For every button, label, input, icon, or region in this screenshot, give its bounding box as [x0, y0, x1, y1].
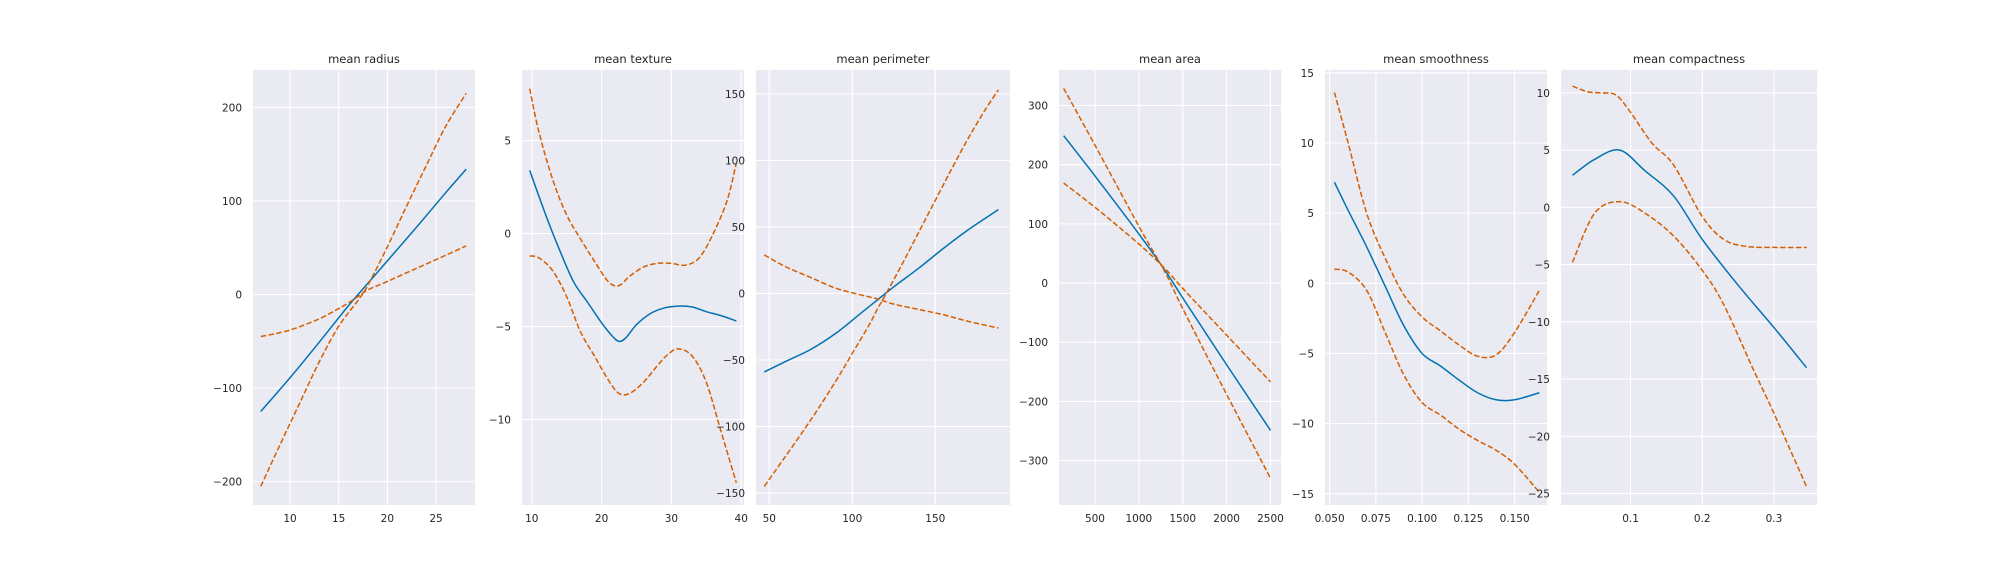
y-tick-label: −300	[1019, 456, 1048, 468]
plot-background	[522, 70, 744, 505]
x-tick-label: 0.125	[1453, 513, 1483, 525]
y-tick-label: −200	[1019, 396, 1048, 408]
partial-dependence-line	[1063, 135, 1272, 431]
confidence-interval-line	[763, 89, 1000, 487]
panel-title: mean compactness	[1633, 52, 1745, 66]
x-tick-label: 0.3	[1766, 513, 1783, 525]
partial-dependence-line	[260, 168, 467, 412]
x-tick-label: 2500	[1257, 513, 1284, 525]
y-tick-label: 100	[1028, 219, 1048, 231]
plot-background	[1325, 70, 1547, 505]
confidence-interval-line	[1063, 182, 1272, 383]
y-tick-label: 0	[738, 288, 745, 300]
x-tick-label: 0.075	[1361, 513, 1391, 525]
y-tick-label: 300	[1028, 101, 1048, 113]
panel-title: mean area	[1139, 52, 1201, 66]
x-tick-label: 50	[763, 513, 776, 525]
y-tick-label: −100	[716, 422, 745, 434]
y-tick-label: −5	[496, 322, 511, 334]
confidence-interval-line	[1333, 92, 1541, 359]
x-tick-label: 2000	[1213, 513, 1240, 525]
y-tick-label: 0	[235, 290, 242, 302]
confidence-interval-line	[260, 245, 467, 338]
y-tick-label: 0	[504, 229, 511, 241]
panel-title: mean texture	[594, 52, 672, 66]
chart-panel: mean perimeter 50 100 150 −150 −100 −50 0 50 100 1…	[716, 52, 1010, 525]
x-tick-label: 0.1	[1622, 513, 1639, 525]
y-tick-label: 10	[1537, 88, 1550, 100]
x-tick-label: 15	[332, 513, 345, 525]
x-tick-label: 30	[665, 513, 678, 525]
y-tick-label: −200	[213, 477, 242, 489]
y-tick-label: −100	[1019, 337, 1048, 349]
y-tick-label: −10	[1528, 317, 1550, 329]
y-tick-label: 100	[725, 155, 745, 167]
x-tick-label: 40	[735, 513, 748, 525]
y-tick-label: −150	[716, 488, 745, 500]
y-tick-label: −20	[1528, 431, 1550, 443]
y-tick-label: −25	[1528, 489, 1550, 501]
x-tick-label: 0.100	[1407, 513, 1437, 525]
y-tick-label: 5	[504, 136, 511, 148]
y-tick-label: −10	[1292, 419, 1314, 431]
confidence-interval-line	[1062, 87, 1272, 479]
x-tick-label: 500	[1085, 513, 1105, 525]
y-tick-label: 15	[1301, 68, 1314, 80]
y-tick-label: −15	[1292, 489, 1314, 501]
x-tick-label: 100	[842, 513, 862, 525]
confidence-interval-line	[763, 254, 999, 329]
plot-background	[1561, 70, 1817, 505]
x-tick-label: 0.2	[1694, 513, 1711, 525]
confidence-interval-line	[1334, 268, 1540, 493]
y-tick-label: 5	[1307, 208, 1314, 220]
panel-title: mean smoothness	[1383, 52, 1489, 66]
x-tick-label: 150	[925, 513, 945, 525]
y-tick-label: 0	[1543, 202, 1550, 214]
y-tick-label: 50	[732, 222, 745, 234]
y-tick-label: −15	[1528, 374, 1550, 386]
y-tick-label: −5	[1299, 348, 1314, 360]
confidence-interval-line	[260, 92, 467, 487]
x-tick-label: 20	[595, 513, 608, 525]
panel-title: mean radius	[328, 52, 400, 66]
partial-dependence-line	[1572, 149, 1808, 369]
y-tick-label: 100	[222, 196, 242, 208]
x-tick-label: 10	[525, 513, 538, 525]
y-tick-label: 150	[725, 89, 745, 101]
x-tick-label: 20	[381, 513, 394, 525]
partial-dependence-line	[1333, 181, 1540, 402]
y-tick-label: 5	[1543, 145, 1550, 157]
x-tick-label: 1000	[1125, 513, 1152, 525]
x-tick-label: 0.150	[1500, 513, 1530, 525]
partial-dependence-line	[763, 209, 999, 373]
y-tick-label: −50	[723, 355, 745, 367]
x-tick-label: 1500	[1169, 513, 1196, 525]
x-tick-label: 25	[429, 513, 442, 525]
y-tick-label: 200	[1028, 160, 1048, 172]
plot-background	[756, 70, 1010, 505]
plot-background	[1059, 70, 1281, 505]
y-tick-label: 10	[1301, 138, 1314, 150]
chart-panel: mean compactness 0.1 0.2 0.3 −25 −20 −15 −10 −5 0…	[1528, 52, 1817, 525]
panel-title: mean perimeter	[836, 52, 929, 66]
y-tick-label: 200	[222, 102, 242, 114]
confidence-interval-line	[529, 255, 738, 483]
x-tick-label: 0.050	[1315, 513, 1345, 525]
partial-dependence-line	[528, 170, 737, 343]
chart-panel: mean smoothness 0.050 0.075 0.100 0.125 0.150…	[1292, 52, 1547, 525]
confidence-interval-line	[1571, 200, 1808, 487]
x-tick-label: 10	[283, 513, 296, 525]
y-tick-label: −5	[1535, 260, 1550, 272]
confidence-interval-line	[528, 88, 738, 287]
y-tick-label: 0	[1307, 278, 1314, 290]
y-tick-label: 0	[1041, 278, 1048, 290]
y-tick-label: −100	[213, 383, 242, 395]
confidence-interval-line	[1572, 85, 1807, 249]
chart-panel: mean radius 10 15 20 25 −200 −100 0 100 200	[213, 52, 475, 525]
y-tick-label: −10	[489, 414, 511, 426]
